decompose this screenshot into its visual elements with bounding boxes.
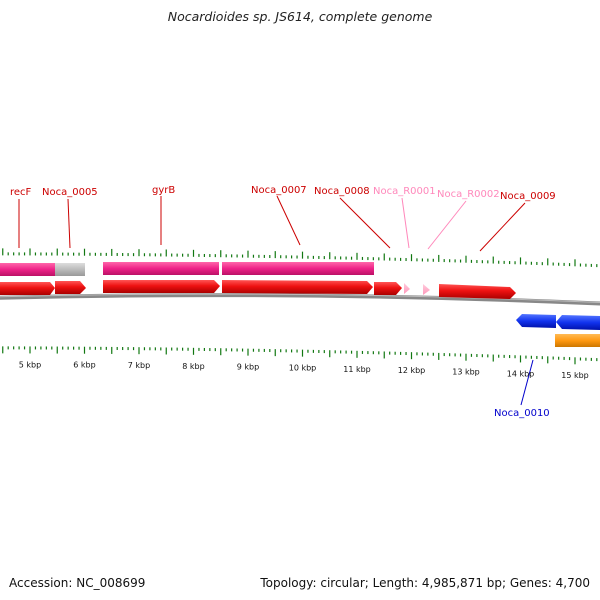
gene-feature-gyrb[interactable] (103, 262, 219, 275)
gene-label-noca-0005[interactable]: Noca_0005 (42, 187, 98, 198)
kbp-label-5: 5 kbp (19, 360, 41, 369)
genome-stats-text: Topology: circular; Length: 4,985,871 bp… (260, 576, 590, 590)
rna-noca-r0001[interactable] (404, 283, 410, 294)
gene-label-noca-0009[interactable]: Noca_0009 (500, 191, 556, 202)
cds-recf[interactable] (0, 282, 55, 295)
gene-feature-recf[interactable] (0, 263, 55, 276)
cds-reverse-next[interactable] (556, 315, 600, 330)
cds-noca-0005[interactable] (55, 281, 86, 294)
cds-reverse-track (516, 314, 600, 330)
kbp-label-9: 9 kbp (237, 363, 259, 372)
gene-feature-noca-0005[interactable] (55, 263, 85, 276)
gene-label-noca-r0002[interactable]: Noca_R0002 (437, 189, 500, 200)
gene-label-gyrb[interactable]: gyrB (152, 185, 175, 196)
kbp-label-10: 10 kbp (289, 364, 317, 373)
connector-noca-r0001 (401, 197, 410, 249)
cds-noca-0010[interactable] (516, 314, 556, 328)
cds-noca-0009[interactable] (439, 284, 516, 299)
gene-feature-noca-0010-orange[interactable] (555, 334, 600, 347)
kbp-label-8: 8 kbp (182, 362, 204, 371)
gene-labels: recF Noca_0005 gyrB Noca_0007 Noca_0008 … (10, 185, 556, 419)
gene-label-noca-0008[interactable]: Noca_0008 (314, 186, 370, 197)
gene-label-noca-0007[interactable]: Noca_0007 (251, 185, 307, 196)
gene-label-recf[interactable]: recF (10, 187, 32, 198)
label-connectors (18, 195, 534, 406)
connector-noca-0007 (276, 195, 301, 246)
cds-noca-0008[interactable] (374, 282, 402, 295)
cds-noca-0007[interactable] (222, 280, 373, 294)
kbp-label-6: 6 kbp (73, 361, 95, 370)
connector-noca-0008 (339, 197, 391, 249)
connector-noca-0009 (479, 202, 526, 252)
cds-gyrb[interactable] (103, 280, 220, 293)
cds-forward-track (0, 280, 516, 299)
gene-label-noca-0010[interactable]: Noca_0010 (494, 408, 550, 419)
tick-marks-bottom (2, 346, 598, 365)
kbp-label-14: 14 kbp (507, 369, 535, 378)
map-title: Nocardioides sp. JS614, complete genome (167, 9, 433, 24)
tick-marks-top (2, 248, 598, 268)
kbp-scale-labels: 5 kbp 6 kbp 7 kbp 8 kbp 9 kbp 10 kbp 11 kbp 12 … (19, 360, 589, 380)
kbp-label-15: 15 kbp (561, 371, 589, 380)
kbp-label-7: 7 kbp (128, 361, 150, 370)
connector-noca-0005 (67, 198, 71, 249)
connector-noca-r0002 (427, 200, 467, 250)
backbone-highlight (0, 293, 600, 304)
kbp-label-11: 11 kbp (343, 365, 371, 374)
gene-label-noca-r0001[interactable]: Noca_R0001 (373, 186, 436, 197)
connector-noca-0010 (520, 359, 534, 406)
kbp-label-12: 12 kbp (398, 366, 426, 375)
kbp-label-13: 13 kbp (452, 368, 480, 377)
rna-noca-r0002[interactable] (423, 284, 430, 295)
gene-feature-noca-0007[interactable] (222, 262, 374, 275)
gene-track (0, 262, 600, 347)
genome-backbone (0, 293, 600, 306)
accession-text: Accession: NC_008699 (9, 576, 146, 590)
